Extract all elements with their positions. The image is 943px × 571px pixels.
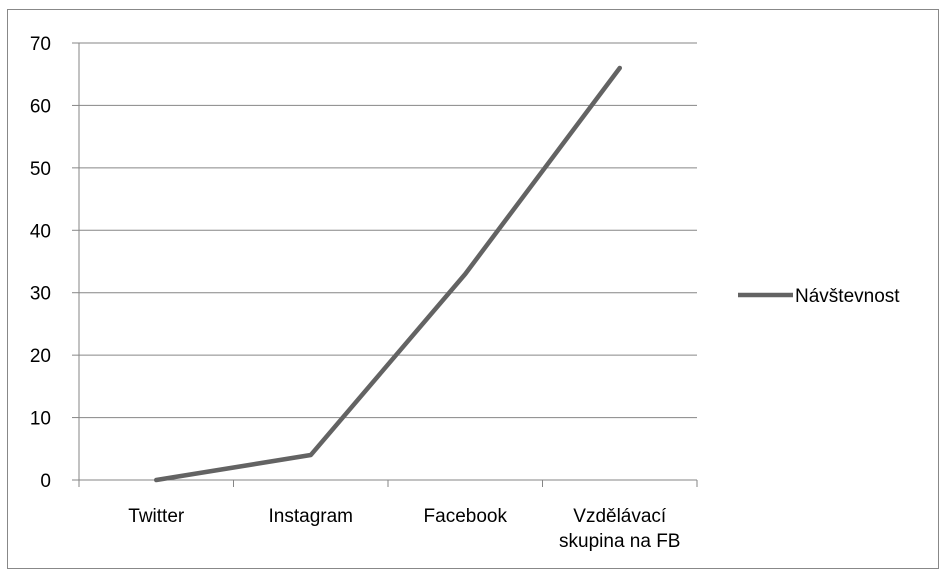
y-tick-label-60: 60: [30, 96, 51, 117]
y-tick-label-10: 10: [30, 409, 51, 430]
y-tick-label-70: 70: [30, 34, 51, 55]
y-tick-label-50: 50: [30, 159, 51, 180]
x-tick-label-0: Twitter: [128, 506, 185, 527]
x-tick-label-3: Vzdělávací skupina na FB: [559, 506, 680, 552]
y-tick-label-0: 0: [40, 471, 51, 492]
y-tick-label-20: 20: [30, 346, 51, 367]
series-line-0: [154, 65, 622, 483]
legend-label-0: Návštevnost: [795, 286, 900, 307]
x-tick-label-2: Facebook: [424, 506, 508, 527]
y-tick-label-40: 40: [30, 221, 51, 242]
y-tick-label-30: 30: [30, 284, 51, 305]
x-tick-label-1: Instagram: [269, 506, 353, 527]
chart-frame: [7, 9, 939, 569]
